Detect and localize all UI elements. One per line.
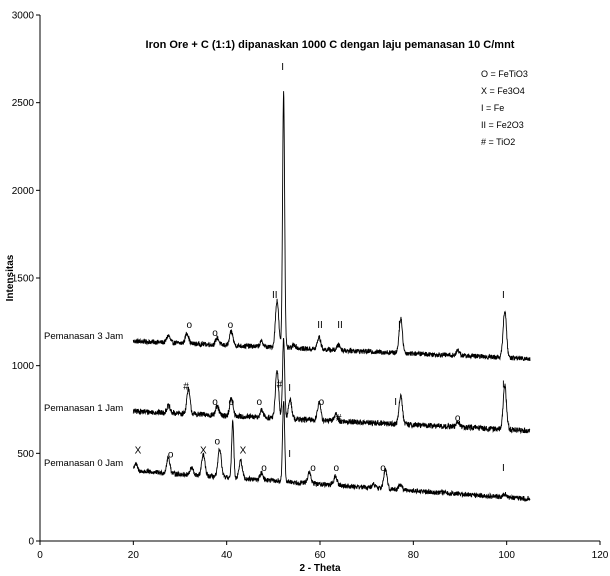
peak-annotation: o	[310, 463, 316, 474]
legend-entry-fe3o4: X = Fe3O4	[481, 86, 525, 96]
legend: O = FeTiO3 X = Fe3O4 I = Fe II = Fe2O3 #…	[481, 69, 528, 147]
peak-annotation: #	[336, 413, 342, 424]
peak-annotation: II	[272, 290, 278, 301]
peak-annotation: o	[212, 397, 218, 408]
peak-annotation: I	[502, 463, 505, 474]
series-label-0-jam: Pemanasan 0 Jam	[44, 458, 123, 469]
x-tick-label: 40	[221, 550, 233, 561]
y-tick-label: 500	[17, 449, 34, 460]
legend-entry-fe: I = Fe	[481, 103, 504, 113]
chart-title: Iron Ore + C (1:1) dipanaskan 1000 C den…	[146, 39, 515, 51]
peak-annotation: o	[319, 397, 325, 408]
peak-annotation: o	[212, 328, 218, 339]
series-line-1	[132, 337, 531, 435]
x-axis-title: 2 - Theta	[299, 563, 341, 574]
axes: 0 20 40 60 80 100 120 0 500 1000 1500 2000 2500 3000	[12, 11, 609, 562]
peak-annotation: I	[502, 380, 505, 391]
x-tick-label: 120	[592, 550, 609, 561]
peak-annotation: X	[200, 445, 207, 456]
y-axis-title: Intensitas	[5, 254, 16, 301]
peak-annotation: o	[455, 413, 461, 424]
y-tick-label: 0	[28, 537, 34, 548]
y-tick-label: 2000	[12, 186, 35, 197]
peak-annotation: #	[183, 381, 189, 392]
legend-entry-fe2o3: II = Fe2O3	[481, 120, 524, 130]
peak-annotation: II	[337, 320, 343, 331]
peak-annotation: II	[317, 320, 323, 331]
x-tick-label: 20	[128, 550, 140, 561]
peak-annotation: o	[229, 397, 235, 408]
x-tick-label: 100	[498, 550, 515, 561]
peak-annotation: X	[135, 445, 142, 456]
series-line-2	[132, 401, 531, 503]
x-tick-label: 80	[408, 550, 420, 561]
peak-annotation: o	[257, 397, 263, 408]
y-tick-label: 1500	[12, 274, 35, 285]
series-label-3-jam: Pemanasan 3 Jam	[44, 331, 123, 342]
x-tick-label: 0	[37, 550, 43, 561]
y-tick-label: 3000	[12, 11, 35, 22]
peak-annotation: I	[502, 290, 505, 301]
peak-annotation: o	[168, 450, 174, 461]
x-tick-label: 60	[314, 550, 326, 561]
peak-annotation: o	[187, 320, 193, 331]
peak-annotation: X	[240, 445, 247, 456]
peak-annotation: o	[215, 437, 221, 448]
series-group	[132, 91, 531, 503]
peak-annotation: I	[288, 449, 291, 460]
y-tick-label: 1000	[12, 361, 35, 372]
peak-annotation: I	[398, 320, 401, 331]
peak-annotation: I	[281, 62, 284, 73]
peak-annotation: I	[394, 397, 397, 408]
peak-annotation: I	[288, 383, 291, 394]
series-line-0	[132, 91, 531, 362]
peak-annotation: o	[380, 463, 386, 474]
legend-entry-tio2: # = TiO2	[481, 137, 515, 147]
peak-annotation: #	[277, 380, 283, 391]
series-label-1-jam: Pemanasan 1 Jam	[44, 403, 123, 414]
peak-annotation: o	[228, 320, 234, 331]
peak-annotation: o	[334, 463, 340, 474]
y-tick-label: 2500	[12, 98, 35, 109]
legend-entry-fetio3: O = FeTiO3	[481, 69, 528, 79]
peak-annotation: o	[261, 463, 267, 474]
